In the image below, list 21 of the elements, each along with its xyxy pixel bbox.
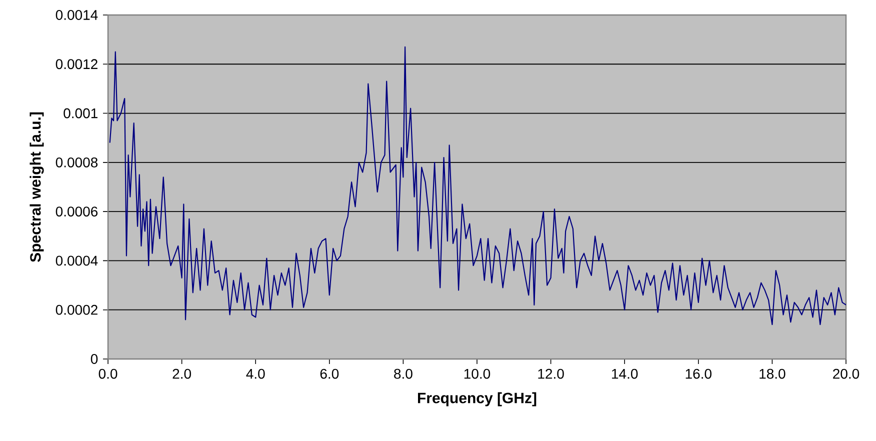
- x-tick-label: 12.0: [538, 368, 564, 379]
- x-tick-label: 2.0: [172, 368, 191, 379]
- x-tick-label: 18.0: [760, 368, 786, 379]
- x-tick-label: 16.0: [686, 368, 712, 379]
- y-tick-label: 0: [90, 354, 98, 364]
- y-tick-label: 0.0002: [56, 304, 98, 315]
- x-tick-label: 14.0: [612, 368, 638, 379]
- x-tick-label: 4.0: [246, 368, 265, 379]
- y-tick-label: 0.0006: [56, 206, 98, 217]
- y-tick-label: 0.0004: [56, 256, 98, 266]
- y-tick-label: 0.0012: [56, 59, 98, 70]
- x-axis-title: Frequency [GHz]: [418, 392, 536, 406]
- x-tick-label: 6.0: [320, 368, 339, 379]
- x-tick-label: 8.0: [394, 368, 412, 379]
- x-tick-label: 10.0: [464, 368, 490, 379]
- y-tick-label: 0.001: [64, 108, 98, 118]
- y-tick-label: 0.0008: [56, 157, 98, 168]
- x-tick-label: 0.0: [98, 368, 118, 379]
- x-tick-label: 20.0: [833, 368, 860, 379]
- y-axis-title: Spectral weight [a.u.]: [30, 112, 44, 262]
- y-tick-label: 0.0014: [56, 10, 98, 20]
